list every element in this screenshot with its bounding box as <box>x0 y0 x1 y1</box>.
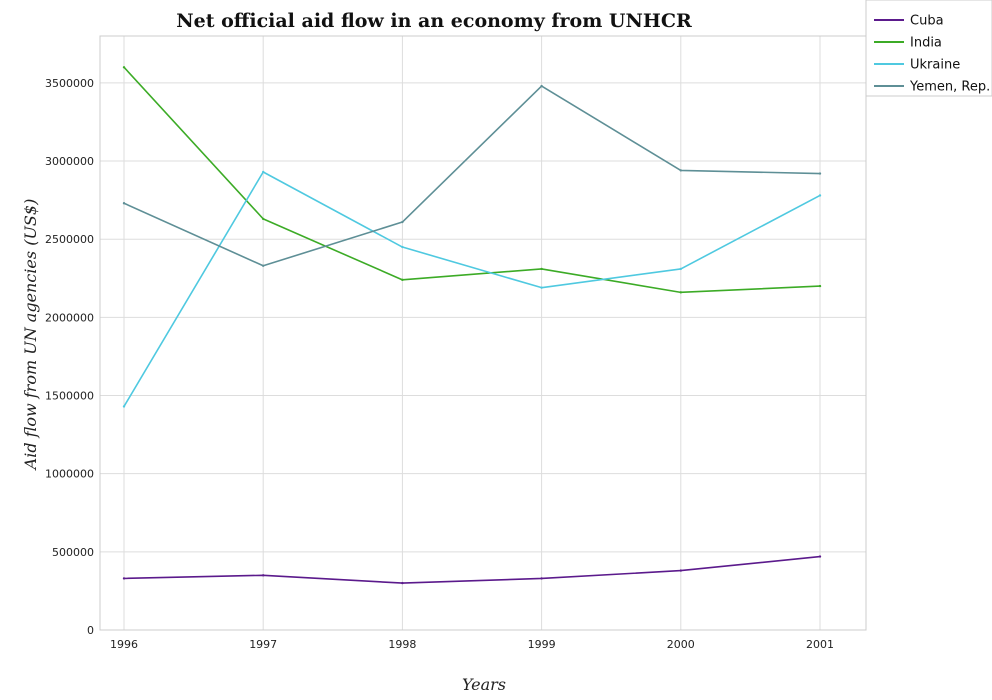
legend-label-cuba: Cuba <box>910 14 944 29</box>
y-tick-label: 0 <box>87 624 94 637</box>
data-point-india <box>122 66 126 69</box>
legend-label-india: India <box>910 36 942 51</box>
y-axis-title: Aid flow from UN agencies (US$) <box>21 199 40 472</box>
data-point-ukraine <box>540 286 543 289</box>
data-point-india <box>540 267 543 271</box>
series-line-india <box>123 66 821 294</box>
x-tick-label: 1999 <box>528 638 556 651</box>
data-point-india <box>401 278 404 282</box>
data-point-india <box>679 291 682 294</box>
y-tick-label: 500000 <box>52 546 94 559</box>
legend-label-yemen-rep: Yemen, Rep. <box>909 80 990 95</box>
chart-title: Net official aid flow in an economy from… <box>176 10 692 32</box>
y-tick-label: 2000000 <box>45 311 94 324</box>
legend-items: Cuba India Ukraine Yemen, Rep. <box>874 14 990 95</box>
x-axis-title: Years <box>462 675 506 694</box>
data-point-india <box>262 217 265 221</box>
x-tick-label: 1998 <box>388 638 416 651</box>
x-tick-label: 1997 <box>249 638 277 651</box>
data-point-yemen-rep <box>818 172 822 175</box>
x-tick-label: 2001 <box>806 638 834 651</box>
y-tick-label: 2500000 <box>45 233 94 246</box>
data-point-cuba <box>818 555 822 558</box>
data-point-india <box>818 284 822 288</box>
plot-area-frame <box>99 35 867 631</box>
legend-label-ukraine: Ukraine <box>910 58 960 73</box>
y-axis-ticks: 0 500000 1000000 1500000 2000000 2500000 30000… <box>45 77 94 637</box>
legend-box <box>865 0 992 97</box>
x-tick-label: 2000 <box>667 638 695 651</box>
data-point-yemen-rep <box>401 220 404 224</box>
grid <box>100 36 866 631</box>
series-lines <box>122 66 822 585</box>
data-point-yemen-rep <box>540 84 543 88</box>
data-point-ukraine <box>122 405 126 408</box>
series-line-ukraine <box>123 171 821 407</box>
data-point-ukraine <box>818 194 822 197</box>
data-point-cuba <box>401 581 404 585</box>
data-point-cuba <box>122 577 126 580</box>
legend: Cuba India Ukraine Yemen, Rep. <box>865 0 992 97</box>
data-point-ukraine <box>262 170 265 174</box>
series-line-cuba <box>123 555 821 584</box>
data-point-yemen-rep <box>262 264 265 267</box>
data-point-cuba <box>679 569 682 572</box>
data-point-ukraine <box>679 267 682 271</box>
series-line-yemen-rep <box>123 85 821 267</box>
data-point-yemen-rep <box>122 202 126 205</box>
data-point-ukraine <box>401 245 404 249</box>
data-point-cuba <box>540 577 543 580</box>
x-tick-label: 1996 <box>110 638 138 651</box>
y-tick-label: 3000000 <box>45 155 94 168</box>
x-axis-ticks: 1996 1997 1998 1999 2000 2001 <box>110 638 834 651</box>
y-tick-label: 1500000 <box>45 390 94 403</box>
data-point-cuba <box>262 574 265 577</box>
y-tick-label: 1000000 <box>45 468 94 481</box>
y-tick-label: 3500000 <box>45 77 94 90</box>
data-point-yemen-rep <box>679 169 682 172</box>
